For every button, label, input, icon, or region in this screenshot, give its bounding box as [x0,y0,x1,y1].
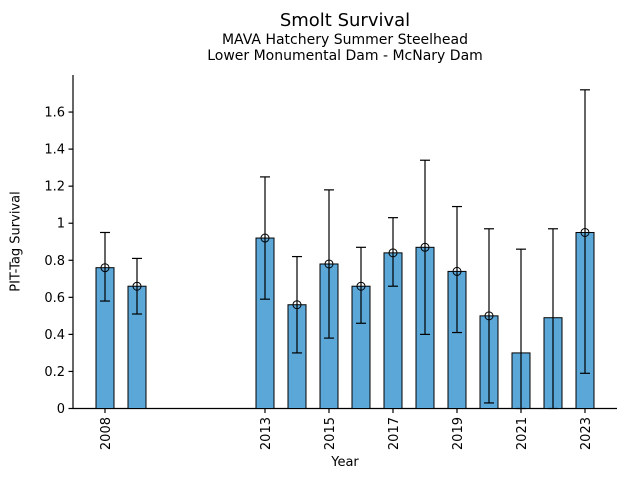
point-marker-2020 [484,311,494,321]
point-marker-2019 [452,266,462,276]
y-tick-label: 0 [57,402,65,417]
point-marker-2013 [260,233,270,243]
y-axis-label: PIT-Tag Survival [8,191,24,292]
x-tick-label: 2013 [259,417,274,450]
point-marker-2008 [100,263,110,273]
chart-subtitle-line1: MAVA Hatchery Summer Steelhead [221,32,469,48]
x-tick-label: 2015 [323,417,338,450]
y-tick-label: 1.4 [44,143,65,158]
y-tick-label: 0.2 [44,365,65,380]
point-marker-2018 [420,242,430,252]
y-tick-label: 0.8 [44,254,65,269]
point-marker-2015 [324,259,334,269]
point-marker-2009 [132,281,142,291]
chart-title: Smolt Survival [279,10,411,31]
x-tick-label: 2008 [99,417,114,450]
y-tick-label: 1.2 [44,180,65,195]
chart-subtitle-line2: Lower Monumental Dam - McNary Dam [207,48,483,64]
y-tick-label: 0.6 [44,291,65,306]
point-marker-2023 [580,227,590,237]
point-marker-2014 [292,300,302,310]
y-tick-label: 0.4 [44,328,65,343]
point-marker-2016 [356,281,366,291]
x-tick-label: 2023 [579,417,594,450]
point-marker-2017 [388,248,398,258]
y-tick-label: 1 [57,217,65,232]
x-tick-label: 2017 [387,417,402,450]
x-tick-label: 2019 [451,417,466,450]
y-tick-label: 1.6 [44,106,65,121]
x-tick-label: 2021 [515,417,530,450]
x-axis-label: Year [331,455,359,470]
